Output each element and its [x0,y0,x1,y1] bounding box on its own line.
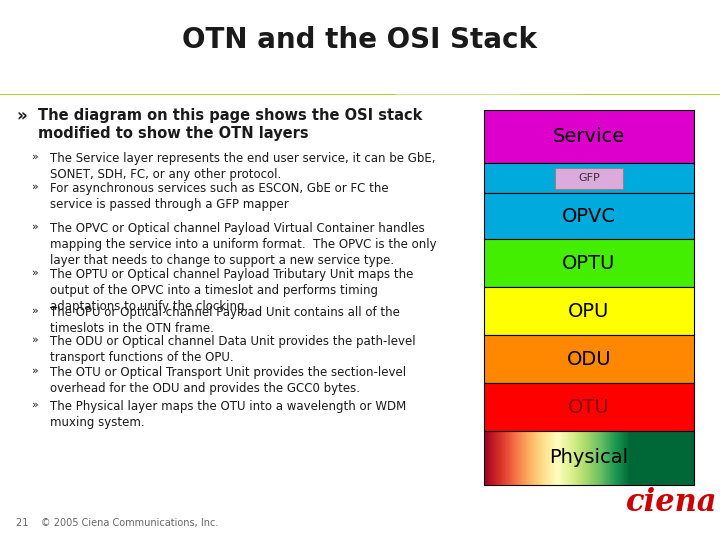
Text: »: » [32,221,39,232]
Bar [484,239,694,287]
Bar [555,168,623,189]
Text: »: » [32,400,39,410]
Bar [484,431,694,485]
Text: The diagram on this page shows the OSI stack
modified to show the OTN layers: The diagram on this page shows the OSI s… [38,107,423,140]
Text: »: » [32,306,39,316]
Text: OPTU: OPTU [562,254,616,273]
Text: »: » [16,107,27,125]
Bar [484,287,694,335]
Text: »: » [32,366,39,376]
Text: OPU: OPU [568,302,610,321]
Text: The Service layer represents the end user service, it can be GbE,
SONET, SDH, FC: The Service layer represents the end use… [50,152,436,180]
Text: »: » [32,181,39,192]
Text: OTU: OTU [568,397,610,416]
Text: »: » [32,152,39,161]
Text: ODU: ODU [567,349,611,369]
Text: The OPVC or Optical channel Payload Virtual Container handles
mapping the servic: The OPVC or Optical channel Payload Virt… [50,221,436,267]
Text: The OTU or Optical Transport Unit provides the section-level
overhead for the OD: The OTU or Optical Transport Unit provid… [50,366,406,395]
Text: For asynchronous services such as ESCON, GbE or FC the
service is passed through: For asynchronous services such as ESCON,… [50,181,389,211]
Text: »: » [32,268,39,278]
Bar [484,335,694,383]
Bar [484,110,694,164]
Text: The Physical layer maps the OTU into a wavelength or WDM
muxing system.: The Physical layer maps the OTU into a w… [50,400,406,429]
Text: The OPU or Optical channel Payload Unit contains all of the
timeslots in the OTN: The OPU or Optical channel Payload Unit … [50,306,400,335]
Text: 21    © 2005 Ciena Communications, Inc.: 21 © 2005 Ciena Communications, Inc. [16,518,218,528]
Text: ciena: ciena [626,487,718,518]
Text: The ODU or Optical channel Data Unit provides the path-level
transport functions: The ODU or Optical channel Data Unit pro… [50,335,415,364]
Text: Physical: Physical [549,449,629,468]
Text: OPVC: OPVC [562,207,616,226]
Text: GFP: GFP [578,173,600,184]
Text: Service: Service [553,127,625,146]
Bar [484,383,694,431]
Text: The OPTU or Optical channel Payload Tributary Unit maps the
output of the OPVC i: The OPTU or Optical channel Payload Trib… [50,268,413,313]
Text: OTN and the OSI Stack: OTN and the OSI Stack [182,26,538,53]
Text: »: » [32,335,39,345]
Bar [484,193,694,239]
Bar [484,164,694,193]
